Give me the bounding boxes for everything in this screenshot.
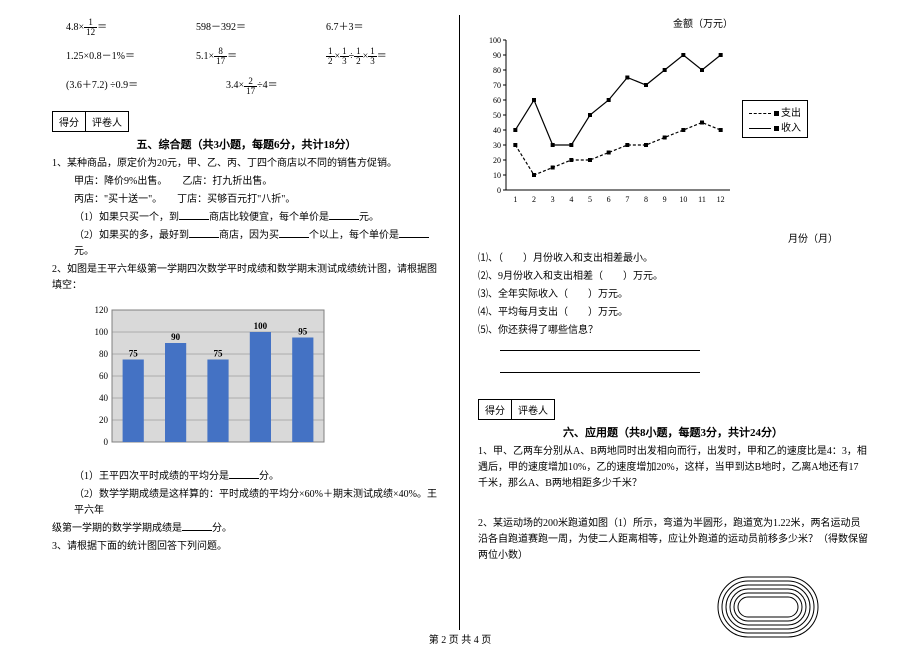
svg-text:75: 75 (214, 348, 224, 358)
svg-text:50: 50 (493, 111, 501, 120)
q5-2-2b: 级第一学期的数学学期成绩是分。 (52, 521, 441, 537)
svg-text:2: 2 (532, 195, 536, 204)
legend-box: 支出 收入 (742, 100, 808, 138)
q6-1: 1、甲、乙两车分别从A、B两地同时出发相向而行，出发时，甲和乙的速度比是4：3，… (478, 444, 868, 492)
svg-text:12: 12 (717, 195, 725, 204)
q5-2-2a: （2）数学学期成绩是这样算的：平时成绩的平均分×60%＋期末测试成绩×40%。王… (52, 487, 441, 519)
q5-1a: 甲店：降价9%出售。 乙店：打九折出售。 (52, 174, 441, 190)
svg-text:100: 100 (95, 327, 109, 337)
x-axis-label: 月份（月） (478, 230, 868, 245)
formula-5: 5.1×817＝ (196, 47, 326, 66)
rq5: ⑸、你还获得了哪些信息？ (478, 323, 868, 339)
bar-chart: 0 20 40 60 80 100 120 75 90 75 100 95 (82, 300, 441, 463)
formula-6: 12×13÷12×13＝ (326, 47, 387, 66)
svg-text:10: 10 (493, 171, 501, 180)
q5-1: 1、某种商品，原定价为20元，甲、乙、丙、丁四个商店以不同的销售方促销。 (52, 156, 441, 172)
formula-block: 4.8×112＝ 598－392＝ 6.7＋3＝ 1.25×0.8－1%＝ 5.… (52, 18, 441, 96)
section5-title: 五、综合题（共3小题，每题6分，共计18分） (52, 136, 441, 152)
score-box-2: 得分 评卷人 (478, 399, 555, 420)
q5-2-1: （1）王平四次平时成绩的平均分是分。 (52, 469, 441, 485)
q5-3: 3、请根据下面的统计图回答下列问题。 (52, 539, 441, 555)
q5-1-1: （1）如果只买一个，到商店比较便宜，每个单价是元。 (52, 210, 441, 226)
formula-4: 1.25×0.8－1%＝ (66, 47, 196, 66)
line-chart-area: 0102030405060708090100123456789101112 支出… (478, 30, 868, 230)
score-label-2: 得分 (479, 400, 512, 419)
svg-text:120: 120 (95, 305, 109, 315)
q5-1-2: （2）如果买的多，最好到商店，因为买个以上，每个单价是元。 (52, 228, 441, 260)
legend-expense: 支出 (749, 104, 801, 119)
svg-text:5: 5 (588, 195, 592, 204)
svg-text:90: 90 (171, 332, 181, 342)
score-label: 得分 (53, 112, 86, 131)
left-column: 4.8×112＝ 598－392＝ 6.7＋3＝ 1.25×0.8－1%＝ 5.… (40, 15, 460, 630)
grader-label-2: 评卷人 (512, 400, 554, 419)
rq3: ⑶、全年实际收入（ ）万元。 (478, 287, 868, 303)
svg-text:20: 20 (493, 156, 501, 165)
svg-text:0: 0 (497, 186, 501, 195)
svg-text:20: 20 (99, 415, 109, 425)
rq2: ⑵、9月份收入和支出相差（ ）万元。 (478, 269, 868, 285)
blank-line-2 (478, 363, 868, 379)
page-content: 4.8×112＝ 598－392＝ 6.7＋3＝ 1.25×0.8－1%＝ 5.… (40, 15, 880, 630)
svg-text:75: 75 (129, 348, 139, 358)
svg-text:11: 11 (698, 195, 706, 204)
rq4: ⑷、平均每月支出（ ）万元。 (478, 305, 868, 321)
svg-text:10: 10 (679, 195, 687, 204)
blank-line-1 (478, 341, 868, 357)
legend-income: 收入 (749, 119, 801, 134)
svg-text:40: 40 (99, 393, 109, 403)
q6-2: 2、某运动场的200米跑道如图（1）所示，弯道为半圆形，跑道宽为1.22米，两名… (478, 516, 868, 564)
grader-label: 评卷人 (86, 112, 128, 131)
svg-text:100: 100 (489, 36, 501, 45)
svg-text:7: 7 (625, 195, 629, 204)
svg-text:80: 80 (493, 66, 501, 75)
svg-text:3: 3 (551, 195, 555, 204)
score-box: 得分 评卷人 (52, 111, 129, 132)
svg-text:60: 60 (493, 96, 501, 105)
section6-title: 六、应用题（共8小题，每题3分，共计24分） (478, 424, 868, 440)
svg-text:9: 9 (663, 195, 667, 204)
svg-text:60: 60 (99, 371, 109, 381)
svg-text:90: 90 (493, 51, 501, 60)
y-axis-label: 金额（万元） (538, 15, 868, 30)
q5-2: 2、如图是王平六年级第一学期四次数学平时成绩和数学期末测试成绩统计图，请根据图填… (52, 262, 441, 294)
svg-text:8: 8 (644, 195, 648, 204)
svg-text:1: 1 (513, 195, 517, 204)
q5-1b: 丙店："买十送一"。 丁店：买够百元打"八折"。 (52, 192, 441, 208)
right-column: 金额（万元） 010203040506070809010012345678910… (460, 15, 880, 630)
svg-text:0: 0 (104, 437, 109, 447)
formula-3: 6.7＋3＝ (326, 18, 364, 37)
page-footer: 第 2 页 共 4 页 (0, 631, 920, 646)
svg-text:40: 40 (493, 126, 501, 135)
formula-7: (3.6＋7.2) ÷0.9＝ (66, 76, 226, 95)
svg-text:4: 4 (569, 195, 573, 204)
formula-1: 4.8×112＝ (66, 18, 196, 37)
rq1: ⑴、（ ）月份收入和支出相差最小。 (478, 251, 868, 267)
svg-text:70: 70 (493, 81, 501, 90)
svg-text:95: 95 (298, 326, 308, 336)
formula-8: 3.4×217÷4＝ (226, 76, 278, 95)
svg-text:80: 80 (99, 349, 109, 359)
line-chart: 0102030405060708090100123456789101112 (478, 30, 738, 230)
svg-text:6: 6 (607, 195, 611, 204)
svg-text:100: 100 (254, 321, 268, 331)
svg-text:30: 30 (493, 141, 501, 150)
formula-2: 598－392＝ (196, 18, 326, 37)
